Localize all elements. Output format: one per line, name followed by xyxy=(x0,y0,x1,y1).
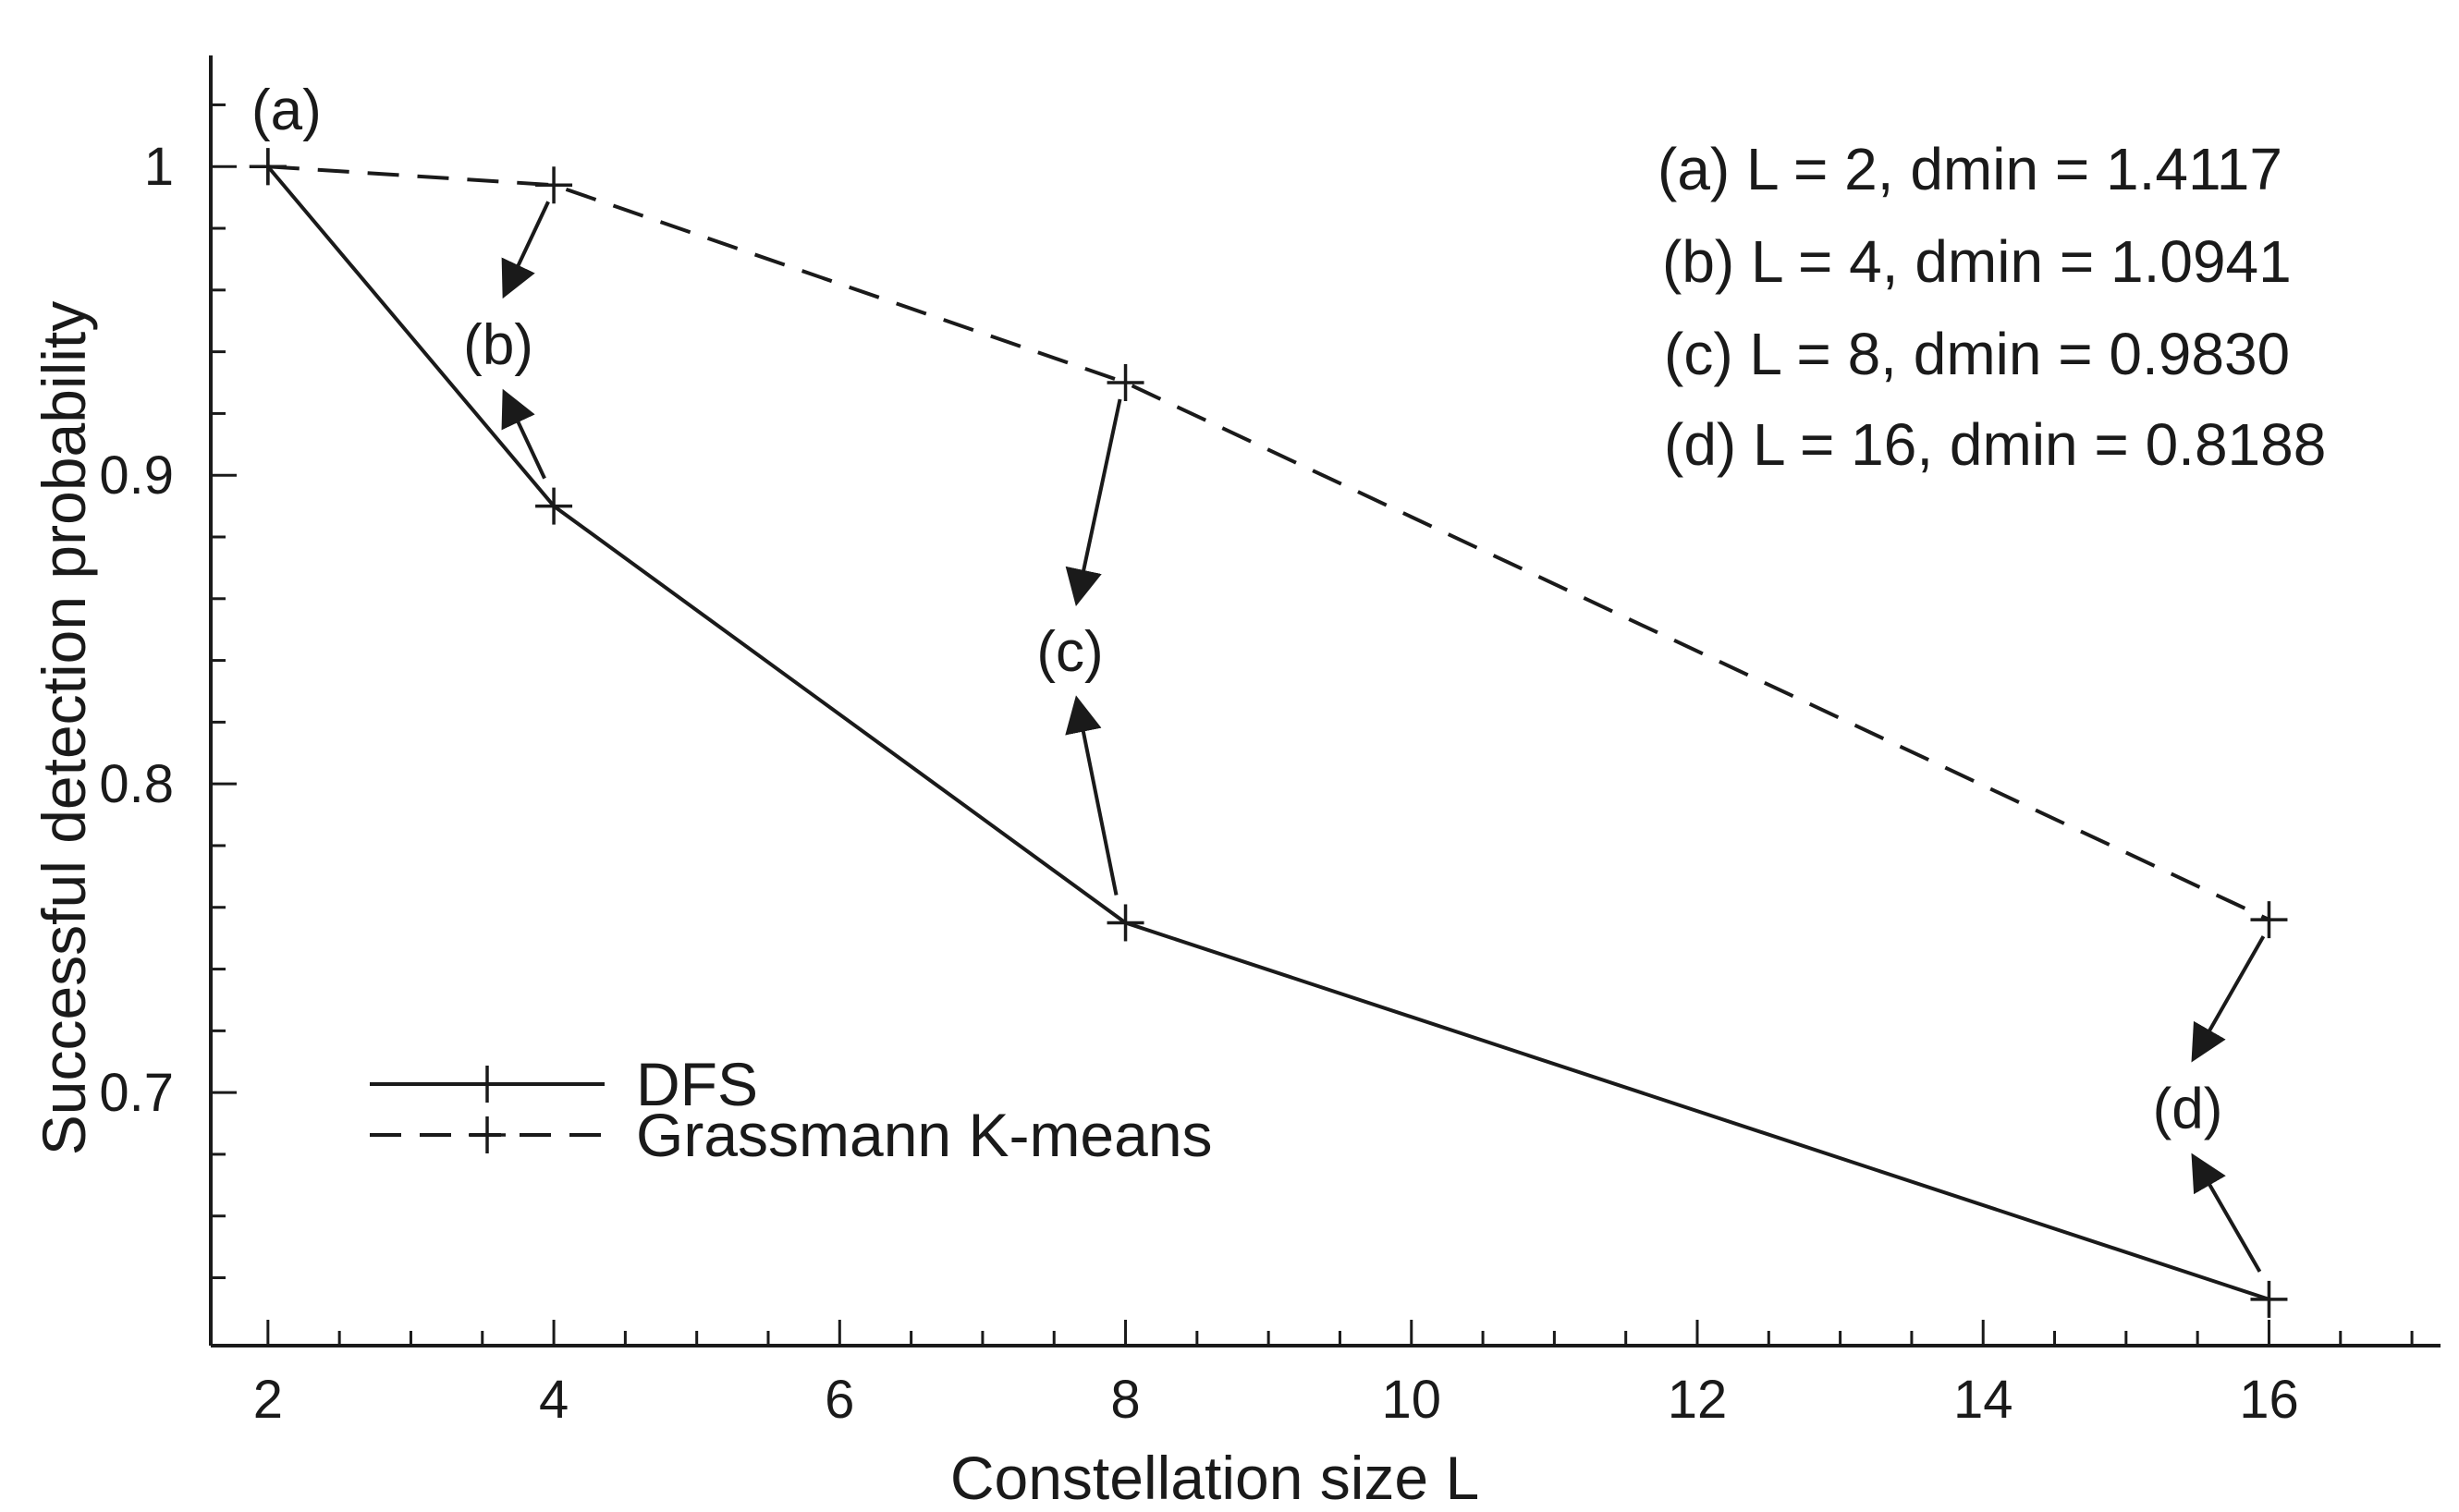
annotation-c: (c) xyxy=(1036,398,1122,896)
annotation-arrow xyxy=(1065,398,1122,607)
annotation-label-a: (a) xyxy=(251,79,322,142)
legend-entry: Grassmann K-means xyxy=(370,1101,1213,1169)
x-tick-label: 2 xyxy=(253,1370,283,1430)
x-tick-label: 4 xyxy=(539,1370,569,1430)
x-tick-label: 16 xyxy=(2239,1370,2299,1430)
info-box: (a) L = 2, dmin = 1.4117 (b) L = 4, dmin … xyxy=(1658,136,2326,478)
annotation-arrow xyxy=(501,388,546,480)
annotation-label: (d) xyxy=(2153,1078,2223,1141)
y-tick-label: 1 xyxy=(144,137,174,197)
data-point xyxy=(535,166,573,204)
annotation-arrow xyxy=(2191,935,2266,1063)
annotation-label: (b) xyxy=(463,313,533,377)
data-point xyxy=(1107,904,1144,942)
data-point xyxy=(249,148,287,186)
data-point xyxy=(2250,901,2288,939)
x-tick-label: 8 xyxy=(1110,1370,1140,1430)
y-axis-title: Successful detection probability xyxy=(30,301,98,1156)
info-line: (b) L = 4, dmin = 1.0941 xyxy=(1662,228,2292,295)
annotation-arrow xyxy=(1065,695,1119,896)
info-line: (d) L = 16, dmin = 0.8188 xyxy=(1664,411,2326,478)
series xyxy=(249,148,2288,1318)
x-tick-label: 12 xyxy=(1668,1370,1728,1430)
data-point xyxy=(535,487,573,525)
axes: Constellation size L Successful detection… xyxy=(30,55,2441,1512)
annotation-arrow xyxy=(2191,1152,2262,1273)
annotation-d: (d) xyxy=(2153,935,2266,1273)
info-line: (c) L = 8, dmin = 0.9830 xyxy=(1664,321,2290,387)
y-tick-label: 0.9 xyxy=(99,445,174,506)
series-line xyxy=(267,165,2270,921)
series-line xyxy=(266,165,2270,1301)
y-tick-label: 0.8 xyxy=(99,754,174,814)
annotations: (a) (b) (c) (d) xyxy=(251,79,2266,1273)
series-grassmann-kmeans xyxy=(249,148,2288,939)
annotation-arrow xyxy=(501,201,550,299)
data-point xyxy=(1107,364,1144,402)
annotation-b: (b) xyxy=(463,201,550,480)
x-tick-label: 6 xyxy=(825,1370,854,1430)
info-line: (a) L = 2, dmin = 1.4117 xyxy=(1658,136,2282,202)
x-tick-label: 14 xyxy=(1953,1370,2013,1430)
annotation-label: (c) xyxy=(1036,620,1103,684)
ticks: 2 4 6 8 10 12 14 16 0.7 0.8 0.9 1 xyxy=(99,103,2414,1430)
legend-entry: DFS xyxy=(370,1050,758,1118)
x-tick-label: 10 xyxy=(1382,1370,1442,1430)
legend-label: DFS xyxy=(636,1050,758,1118)
data-point xyxy=(2250,1280,2288,1318)
legend-label: Grassmann K-means xyxy=(636,1101,1213,1169)
x-axis-title: Constellation size L xyxy=(950,1444,1479,1512)
y-tick-label: 0.7 xyxy=(99,1063,174,1123)
